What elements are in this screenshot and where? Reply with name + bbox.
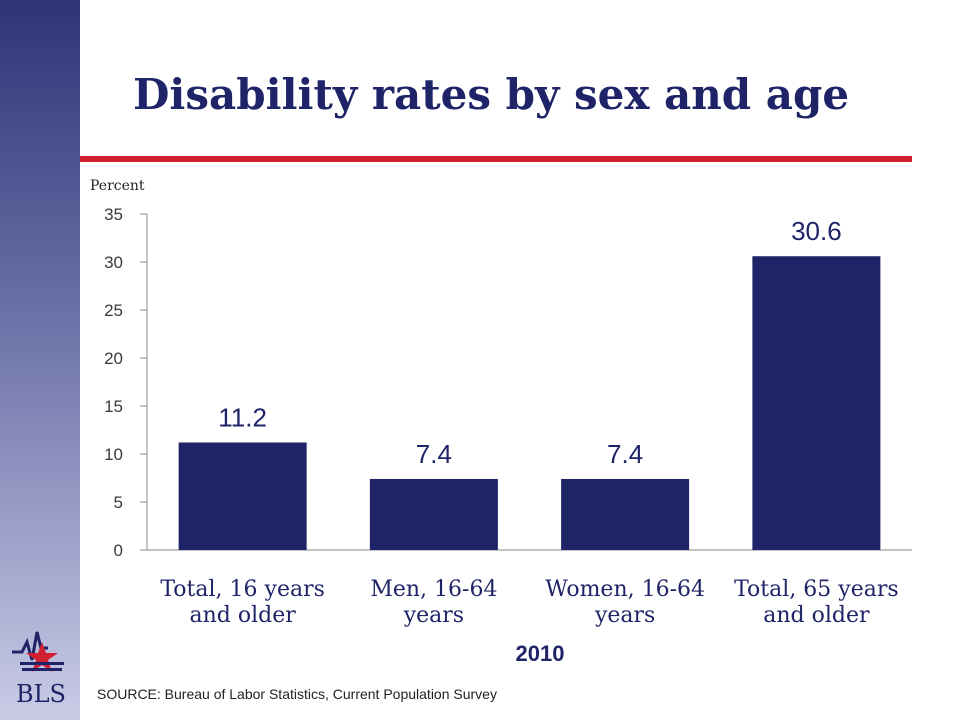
year-label: 2010 [515, 641, 565, 666]
slide-title: Disability rates by sex and age [133, 70, 850, 119]
bar-value-label: 30.6 [791, 216, 842, 246]
bar-value-label: 11.2 [218, 402, 267, 432]
bar-value-label: 7.4 [607, 439, 643, 469]
category-label-line: and older [763, 603, 870, 628]
bar [369, 478, 498, 550]
bar [752, 256, 881, 550]
category-label-line: Women, 16-64 [545, 577, 706, 602]
category-label: Total, 65 years and older [721, 577, 911, 629]
category-label-line: and older [189, 603, 296, 628]
bls-logo-text: BLS [16, 680, 66, 708]
sidebar-gradient [0, 0, 80, 720]
title-divider [80, 156, 912, 162]
category-label: Total, 16 years and older [148, 577, 338, 629]
y-tick-label: 15 [104, 397, 123, 416]
bar [561, 478, 690, 550]
y-tick-label: 10 [104, 445, 123, 464]
y-tick-label: 25 [104, 301, 123, 320]
bar [178, 442, 307, 550]
y-axis-label: Percent [90, 178, 145, 194]
y-tick-label: 5 [114, 493, 123, 512]
bls-logo-stripe [22, 668, 62, 671]
bls-logo-star-icon [26, 642, 58, 672]
category-label-line: Men, 16-64 [370, 577, 498, 602]
category-label-line: Total, 16 years [160, 577, 325, 602]
bar-value-label: 7.4 [416, 439, 452, 469]
category-label-line: Total, 65 years [734, 577, 899, 602]
category-label: Women, 16-64 years [530, 577, 720, 629]
y-tick-label: 20 [104, 349, 123, 368]
category-label-line: years [403, 603, 465, 628]
y-tick-label: 35 [104, 205, 123, 224]
bls-logo-stripe [20, 662, 64, 665]
bls-logo: BLS [12, 631, 66, 708]
y-tick-label: 0 [114, 541, 123, 560]
y-tick-label: 30 [104, 253, 123, 272]
category-label: Men, 16-64 years [339, 577, 529, 629]
category-label-line: years [594, 603, 656, 628]
source-note: SOURCE: Bureau of Labor Statistics, Curr… [97, 686, 497, 702]
